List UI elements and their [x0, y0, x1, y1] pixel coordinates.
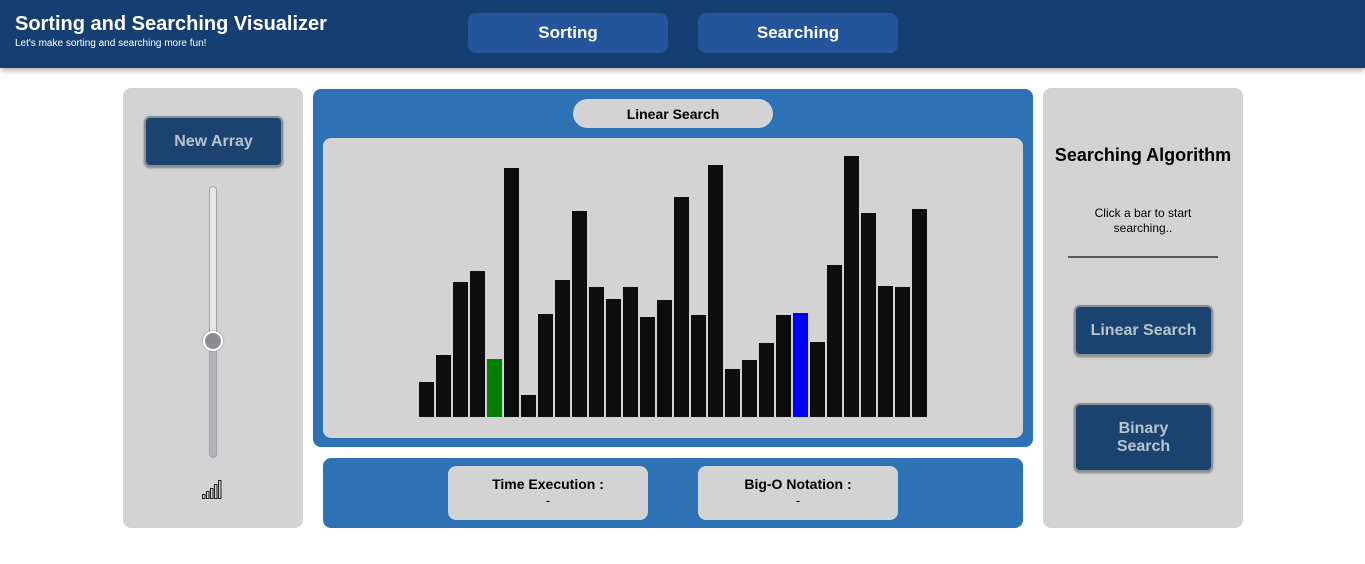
- stats-panel: Time Execution : - Big-O Notation : -: [323, 458, 1023, 528]
- array-bar[interactable]: [538, 314, 553, 417]
- array-bar[interactable]: [708, 165, 723, 417]
- array-bar[interactable]: [623, 287, 638, 417]
- slider-thumb[interactable]: [203, 331, 223, 352]
- time-execution-label: Time Execution :: [492, 476, 604, 492]
- algorithm-panel: Searching Algorithm Click a bar to start…: [1043, 88, 1243, 528]
- array-bar[interactable]: [759, 343, 774, 417]
- current-algorithm-label: Linear Search: [573, 99, 773, 128]
- array-bar[interactable]: [589, 287, 604, 417]
- array-bar[interactable]: [793, 313, 808, 417]
- array-bar[interactable]: [436, 355, 451, 417]
- array-bar[interactable]: [453, 282, 468, 417]
- array-bar[interactable]: [640, 317, 655, 417]
- binary-search-button[interactable]: Binary Search: [1074, 403, 1213, 472]
- slider-track-fill: [210, 187, 216, 343]
- array-bar[interactable]: [725, 369, 740, 417]
- app-subtitle: Let's make sorting and searching more fu…: [15, 38, 207, 49]
- array-bar[interactable]: [419, 382, 434, 417]
- new-array-button[interactable]: New Array: [144, 116, 283, 167]
- array-bar[interactable]: [674, 197, 689, 417]
- array-bar[interactable]: [504, 168, 519, 417]
- array-size-slider[interactable]: [209, 186, 217, 458]
- array-bar[interactable]: [810, 342, 825, 417]
- algorithm-panel-title: Searching Algorithm: [1054, 145, 1232, 165]
- algorithm-hint: Click a bar to start searching..: [1094, 206, 1192, 235]
- visualizer-panel: Linear Search: [313, 89, 1033, 447]
- array-bar[interactable]: [487, 359, 502, 417]
- divider: [1068, 256, 1218, 258]
- array-bar[interactable]: [742, 360, 757, 417]
- controls-panel: New Array: [123, 88, 303, 528]
- array-bar[interactable]: [606, 299, 621, 417]
- array-bar[interactable]: [861, 213, 876, 417]
- array-bar[interactable]: [657, 300, 672, 417]
- array-bar[interactable]: [827, 265, 842, 417]
- time-execution-value: -: [545, 493, 551, 508]
- array-bar[interactable]: [572, 211, 587, 417]
- nav-sorting-button[interactable]: Sorting: [468, 13, 668, 53]
- nav-searching-button[interactable]: Searching: [698, 13, 898, 53]
- array-bar[interactable]: [895, 287, 910, 417]
- signal-bars-icon: [202, 480, 222, 499]
- app-title: Sorting and Searching Visualizer: [15, 13, 327, 35]
- big-o-label: Big-O Notation :: [744, 476, 852, 492]
- array-bar[interactable]: [878, 286, 893, 417]
- time-execution-box: Time Execution : -: [448, 466, 648, 520]
- array-bar[interactable]: [912, 209, 927, 417]
- array-bar[interactable]: [844, 156, 859, 417]
- array-bar[interactable]: [776, 315, 791, 417]
- array-bar[interactable]: [470, 271, 485, 417]
- array-bar[interactable]: [555, 280, 570, 417]
- app-header: Sorting and Searching Visualizer Let's m…: [0, 0, 1365, 68]
- linear-search-button[interactable]: Linear Search: [1074, 305, 1213, 356]
- big-o-box: Big-O Notation : -: [698, 466, 898, 520]
- array-bar[interactable]: [521, 395, 536, 417]
- bar-canvas: [323, 138, 1023, 438]
- array-bar[interactable]: [691, 315, 706, 417]
- big-o-value: -: [795, 493, 801, 508]
